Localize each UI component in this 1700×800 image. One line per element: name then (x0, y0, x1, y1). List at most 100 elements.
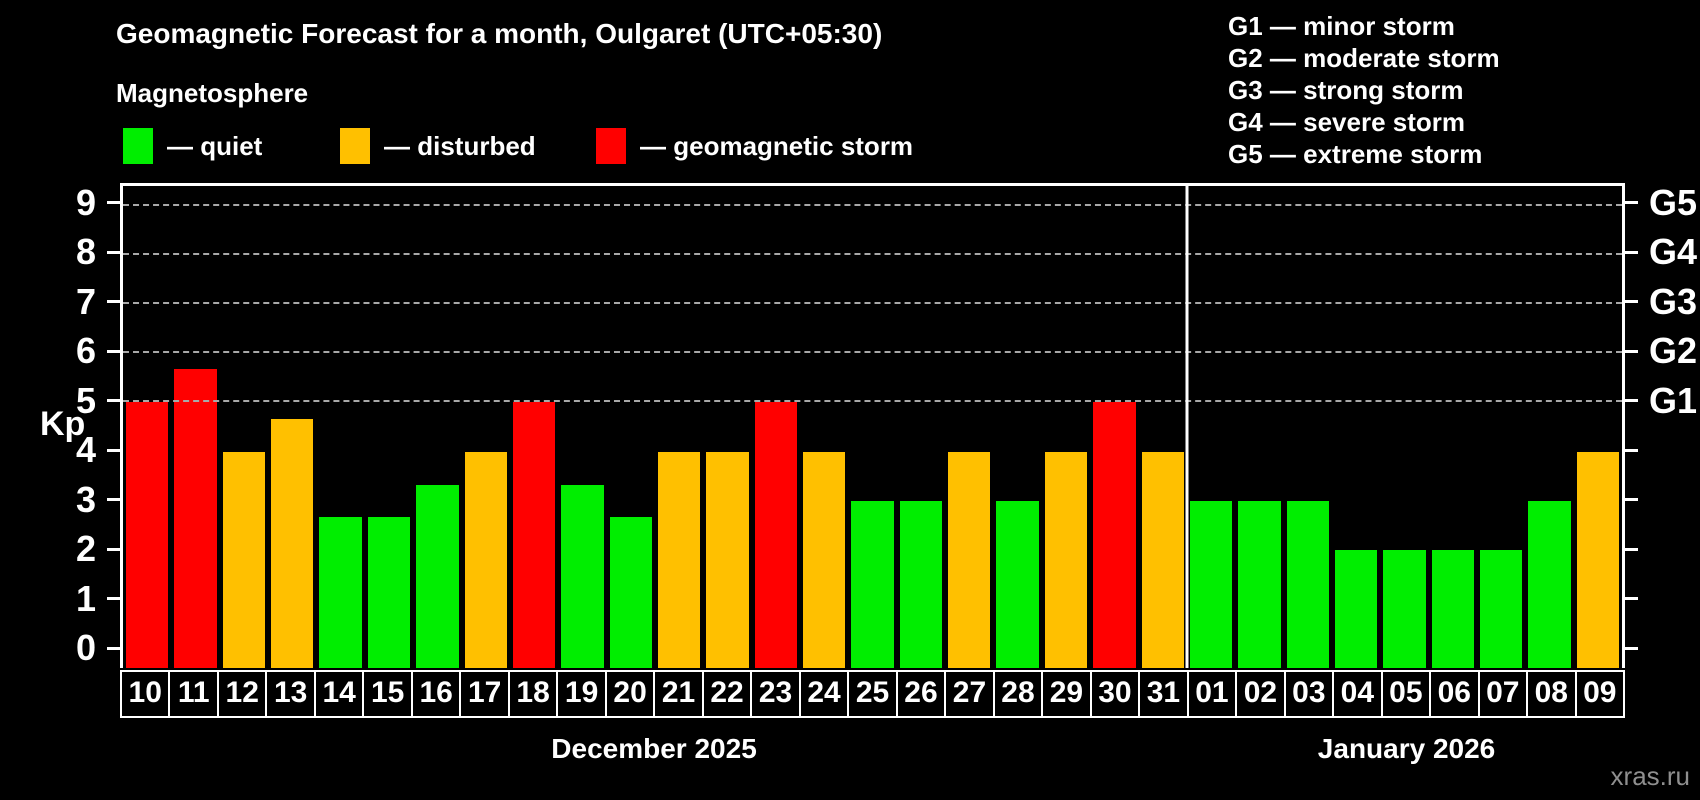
y-tick-7 (107, 300, 120, 304)
day-box-30: 30 (1089, 670, 1141, 718)
bar-day-10 (126, 402, 169, 668)
right-tick-6 (1625, 349, 1638, 353)
gridline-kp-5 (123, 400, 1622, 403)
y-tick-8 (107, 250, 120, 254)
bar-slot-20 (607, 186, 655, 668)
g-legend-line: G5 — extreme storm (1228, 139, 1483, 169)
bar-slot-13 (268, 186, 316, 668)
right-tick-2 (1625, 547, 1638, 551)
watermark: xras.ru (1610, 761, 1690, 791)
bar-day-19 (561, 484, 604, 668)
bar-slot-30 (1090, 186, 1138, 668)
month-separator (1185, 186, 1189, 668)
day-box-03: 03 (1283, 670, 1335, 718)
g-legend-line: G3 — strong storm (1228, 75, 1464, 105)
bar-day-31 (1141, 451, 1184, 668)
bar-slot-25 (848, 186, 896, 668)
bar-day-17 (464, 451, 507, 668)
day-box-11: 11 (168, 670, 219, 718)
right-tick-8 (1625, 250, 1638, 254)
bar-slot-14 (316, 186, 364, 668)
bar-day-11 (174, 369, 217, 668)
y-tick-9 (107, 201, 120, 205)
bar-day-30 (1093, 402, 1136, 668)
y-tick-4 (107, 448, 120, 452)
day-box-21: 21 (653, 670, 704, 718)
y-tick-label-3: 3 (75, 478, 96, 520)
day-box-01: 01 (1186, 670, 1238, 718)
g-scale-legend: G1 — minor storm G2 — moderate storm G3 — … (1228, 10, 1500, 170)
bar-day-28 (996, 500, 1039, 668)
y-tick-label-7: 7 (75, 280, 96, 322)
legend-swatch-quiet (123, 128, 153, 164)
bar-day-01 (1189, 500, 1233, 668)
bar-slot-16 (413, 186, 461, 668)
bar-day-26 (899, 500, 943, 668)
bar-day-13 (271, 418, 314, 668)
bar-day-14 (319, 517, 362, 668)
gridline-kp-8 (123, 252, 1622, 255)
y-tick-label-0: 0 (75, 627, 96, 669)
bar-slot-17 (462, 186, 510, 668)
day-box-15: 15 (362, 670, 413, 718)
day-box-28: 28 (992, 670, 1044, 718)
legend-label: — quiet (167, 130, 263, 161)
y-tick-label-4: 4 (75, 429, 96, 471)
day-box-23: 23 (750, 670, 801, 718)
legend-label: — geomagnetic storm (640, 130, 914, 161)
day-box-29: 29 (1041, 670, 1092, 718)
month-label-0: December 2025 (551, 733, 757, 764)
bar-day-24 (803, 451, 846, 668)
right-tick-5 (1625, 399, 1638, 403)
bar-day-04 (1334, 549, 1378, 668)
bar-day-07 (1480, 549, 1523, 668)
legend-item-disturbed: — disturbed (340, 128, 536, 164)
g-label-G5: G5 (1649, 181, 1698, 223)
day-box-07: 07 (1477, 670, 1529, 718)
bar-slot-03 (1284, 186, 1332, 668)
day-box-20: 20 (604, 670, 656, 718)
bar-slot-31 (1139, 186, 1187, 668)
bar-day-15 (367, 517, 411, 668)
day-box-17: 17 (459, 670, 510, 718)
bar-slot-06 (1429, 186, 1477, 668)
g-label-G3: G3 (1649, 280, 1698, 322)
g-label-G2: G2 (1649, 330, 1698, 372)
day-box-18: 18 (507, 670, 559, 718)
day-box-24: 24 (798, 670, 850, 718)
day-box-04: 04 (1332, 670, 1383, 718)
legend-swatch-disturbed (340, 128, 370, 164)
bar-slot-23 (752, 186, 800, 668)
g-legend-line: G1 — minor storm (1228, 11, 1455, 41)
bar-slot-18 (510, 186, 558, 668)
day-box-06: 06 (1429, 670, 1480, 718)
bar-day-09 (1576, 451, 1620, 668)
bar-day-16 (416, 484, 459, 668)
day-label-row: 10 11 12 13 14 15 16 17 18 19 20 21 22 23 24 25 26 27 28 29… (120, 670, 1626, 718)
bar-slot-07 (1477, 186, 1525, 668)
day-box-27: 27 (944, 670, 995, 718)
g-label-G4: G4 (1649, 231, 1698, 273)
bar-slot-21 (655, 186, 703, 668)
day-box-19: 19 (556, 670, 607, 718)
g-label-G1: G1 (1649, 379, 1698, 421)
y-tick-2 (107, 547, 120, 551)
y-tick-label-2: 2 (75, 528, 96, 570)
gridline-kp-9 (123, 203, 1622, 206)
right-tick-9 (1625, 201, 1638, 205)
legend-swatch-storm (596, 128, 626, 164)
bar-slot-09 (1574, 186, 1622, 668)
y-axis-left: 0 1 2 3 4 5 6 7 8 9 (0, 182, 120, 669)
day-box-16: 16 (410, 670, 462, 718)
bar-slot-01 (1187, 186, 1235, 668)
bar-slot-26 (897, 186, 945, 668)
bar-day-23 (754, 402, 798, 668)
y-tick-3 (107, 498, 120, 502)
y-tick-label-1: 1 (75, 577, 96, 619)
status-legend: — quiet — disturbed — geomagnetic storm (0, 128, 1000, 170)
right-tick-4 (1625, 448, 1638, 452)
bar-day-02 (1238, 500, 1281, 668)
bar-slot-29 (1042, 186, 1090, 668)
chart-title: Geomagnetic Forecast for a month, Oulgar… (116, 18, 883, 49)
day-box-02: 02 (1235, 670, 1286, 718)
